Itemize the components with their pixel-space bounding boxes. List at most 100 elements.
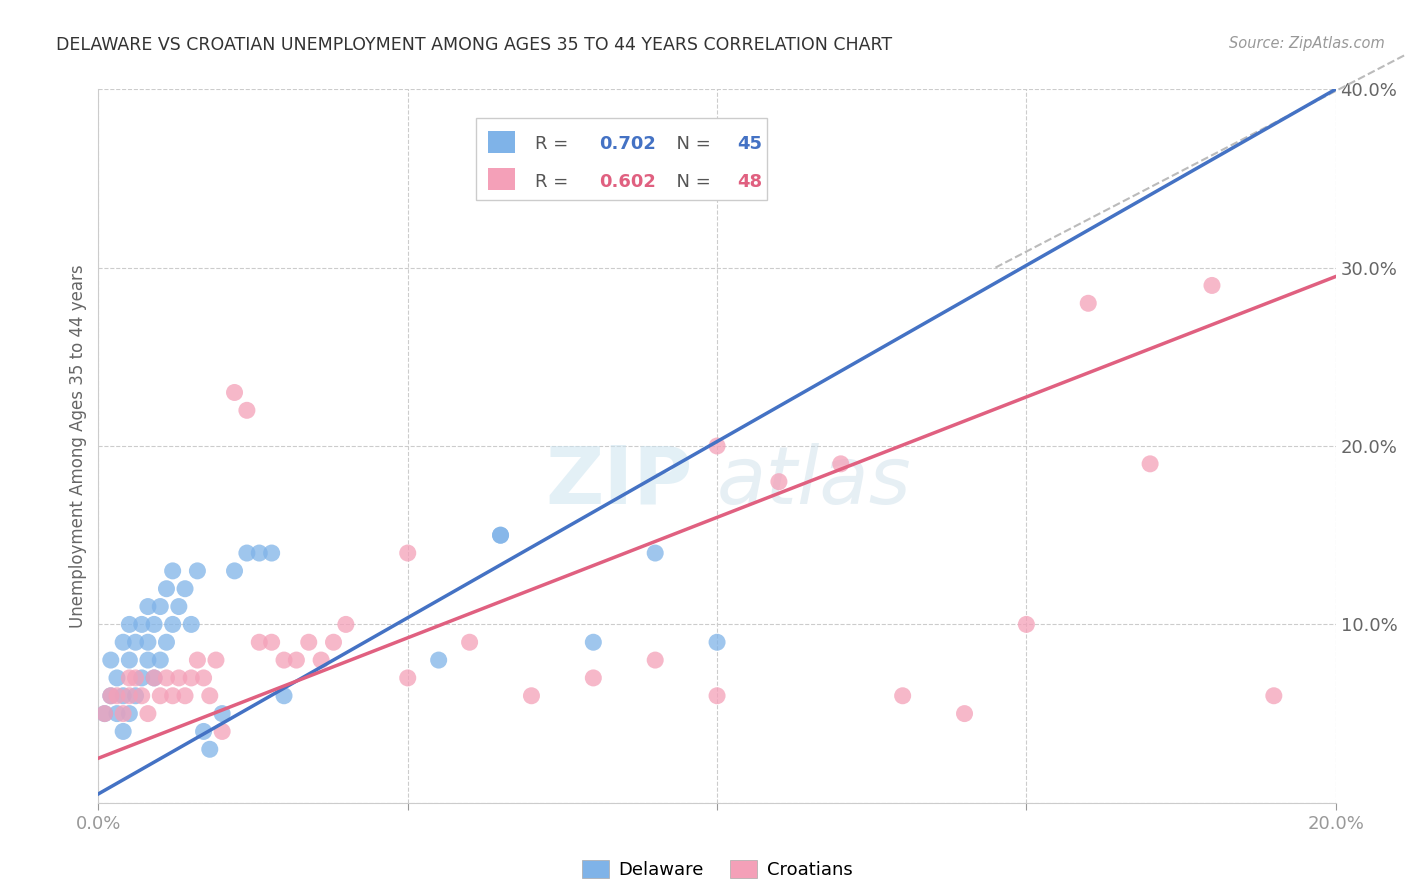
Point [149, 689, 172, 703]
Point [118, 706, 141, 721]
Point [118, 671, 141, 685]
Point [100, 689, 122, 703]
Point [112, 724, 135, 739]
Point [830, 457, 852, 471]
Point [155, 635, 177, 649]
Point [174, 689, 197, 703]
Point [105, 689, 128, 703]
Point [1015, 617, 1038, 632]
Point [520, 689, 543, 703]
Text: DELAWARE VS CROATIAN UNEMPLOYMENT AMONG AGES 35 TO 44 YEARS CORRELATION CHART: DELAWARE VS CROATIAN UNEMPLOYMENT AMONG … [56, 36, 893, 54]
Point [520, 171, 543, 186]
Point [131, 689, 153, 703]
Point [131, 671, 153, 685]
Point [644, 653, 666, 667]
Point [105, 671, 128, 685]
Point [93, 706, 115, 721]
Point [155, 671, 177, 685]
Point [193, 671, 215, 685]
Point [427, 653, 450, 667]
Point [260, 635, 283, 649]
FancyBboxPatch shape [475, 118, 766, 200]
Point [224, 564, 246, 578]
Point [174, 582, 197, 596]
Point [143, 617, 166, 632]
Point [489, 528, 512, 542]
Point [247, 635, 270, 649]
Point [205, 653, 228, 667]
Point [162, 689, 184, 703]
Text: ZIP: ZIP [546, 442, 692, 521]
FancyBboxPatch shape [488, 130, 516, 153]
Point [149, 599, 172, 614]
Point [180, 671, 202, 685]
Point [1077, 296, 1099, 310]
Y-axis label: Unemployment Among Ages 35 to 44 years: Unemployment Among Ages 35 to 44 years [69, 264, 87, 628]
Point [136, 599, 159, 614]
Point [644, 546, 666, 560]
Point [124, 671, 146, 685]
Point [1201, 278, 1223, 293]
Point [309, 653, 332, 667]
Point [112, 635, 135, 649]
Point [118, 653, 141, 667]
Point [162, 617, 184, 632]
Point [118, 689, 141, 703]
Text: 45: 45 [737, 135, 762, 153]
Text: N =: N = [665, 173, 717, 191]
Point [1139, 457, 1161, 471]
Point [706, 689, 728, 703]
Point [582, 635, 605, 649]
Point [211, 706, 233, 721]
Point [298, 635, 321, 649]
Point [112, 689, 135, 703]
Point [706, 439, 728, 453]
Point [100, 689, 122, 703]
Point [891, 689, 914, 703]
Point [93, 706, 115, 721]
Text: 0.702: 0.702 [599, 135, 657, 153]
Point [118, 617, 141, 632]
Legend: Delaware, Croatians: Delaware, Croatians [575, 853, 859, 887]
Point [198, 742, 221, 756]
Point [273, 653, 295, 667]
Point [124, 689, 146, 703]
Text: Source: ZipAtlas.com: Source: ZipAtlas.com [1229, 36, 1385, 51]
Point [198, 689, 221, 703]
Point [149, 653, 172, 667]
Point [143, 671, 166, 685]
Point [224, 385, 246, 400]
Point [131, 617, 153, 632]
Point [186, 653, 208, 667]
Point [396, 671, 419, 685]
Point [136, 653, 159, 667]
Point [155, 582, 177, 596]
Point [273, 689, 295, 703]
Point [112, 706, 135, 721]
Point [211, 724, 233, 739]
Point [136, 635, 159, 649]
Point [396, 546, 419, 560]
Point [186, 564, 208, 578]
Point [768, 475, 790, 489]
Point [260, 546, 283, 560]
Point [489, 528, 512, 542]
Text: atlas: atlas [717, 442, 912, 521]
Point [105, 706, 128, 721]
FancyBboxPatch shape [488, 169, 516, 190]
Point [458, 635, 481, 649]
Point [162, 564, 184, 578]
Point [285, 653, 308, 667]
Point [247, 546, 270, 560]
Point [136, 706, 159, 721]
Point [180, 617, 202, 632]
Point [953, 706, 976, 721]
Text: 48: 48 [737, 173, 762, 191]
Point [193, 724, 215, 739]
Text: R =: R = [536, 135, 574, 153]
Point [124, 635, 146, 649]
Point [236, 403, 259, 417]
Text: 0.602: 0.602 [599, 173, 657, 191]
Point [335, 617, 357, 632]
Point [706, 635, 728, 649]
